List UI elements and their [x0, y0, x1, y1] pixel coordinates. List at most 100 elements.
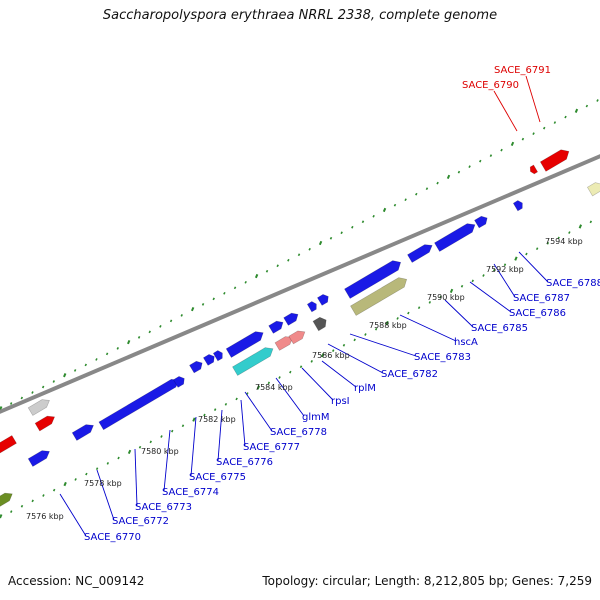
gene-labels: SACE_6770 SACE_6772 SACE_6773 SACE_6774 SACE… [84, 65, 600, 543]
gene-label: SACE_6783 [414, 352, 471, 363]
inner-track-tick [267, 381, 271, 385]
gene-arrow [512, 200, 523, 212]
outer-track-tick [457, 170, 461, 174]
inner-track-tick [568, 231, 571, 234]
outer-track-tick [329, 236, 333, 240]
leader-line [134, 448, 138, 507]
inner-track-tick [63, 481, 67, 487]
tick-label: 7590 kbp [427, 293, 465, 302]
inner-track-tick [74, 478, 77, 481]
gene-arrow [316, 294, 329, 306]
inner-track-tick [589, 220, 593, 224]
outer-track-tick [31, 391, 34, 394]
genome-summary-label: Topology: circular; Length: 8,212,805 bp… [262, 574, 592, 588]
gene-arrow [172, 376, 185, 388]
inner-track-tick [289, 370, 292, 374]
tick-label: 7580 kbp [141, 447, 179, 456]
outer-track-tick [137, 336, 141, 339]
inner-track-tick [364, 333, 367, 336]
outer-track-tick [351, 225, 354, 229]
inner-track-tick [428, 300, 432, 304]
outer-track-tick [510, 141, 515, 146]
inner-track-tick [224, 402, 228, 406]
outer-track-tick [543, 126, 546, 130]
outer-track-tick [564, 115, 567, 119]
gene-arrow [539, 149, 570, 172]
outer-track-tick [95, 358, 98, 361]
inner-track-tick [138, 445, 142, 449]
inner-track-tick [10, 510, 13, 513]
inner-track-tick [160, 435, 163, 438]
tick-label: 7578 kbp [84, 479, 122, 488]
leader-line [525, 75, 541, 123]
inner-track-tick [256, 385, 261, 390]
inner-track-tick [332, 349, 335, 352]
backbone-line [0, 154, 600, 414]
inner-track-tick [117, 456, 120, 460]
inner-track-tick [127, 449, 132, 454]
outer-track-tick [223, 291, 226, 295]
outer-track-tick [297, 253, 301, 257]
gene-arrow [27, 450, 50, 467]
outer-track-tick [148, 330, 151, 334]
gene-label-top: SACE_6790 [462, 80, 519, 91]
inner-track-tick [95, 467, 99, 471]
inner-track-tick [353, 338, 356, 342]
tick-label: 7584 kbp [255, 383, 293, 392]
inner-track-tick [52, 488, 56, 492]
gene-arrow [202, 354, 215, 366]
gene-arrow [27, 399, 50, 416]
inner-track-tick [235, 397, 238, 401]
gene-label: glmM [302, 412, 330, 423]
inner-track-tick [321, 353, 325, 358]
outer-track-tick [73, 369, 77, 372]
outer-track-tick [0, 406, 3, 411]
gene-arrow [189, 360, 203, 374]
outer-track-tick [372, 214, 375, 218]
gene-label-top: SACE_6791 [494, 65, 551, 76]
inner-track-tick [31, 499, 34, 503]
inner-track-tick [85, 472, 88, 476]
inner-track-tick [278, 376, 281, 379]
inner-track-tick [557, 236, 560, 240]
gene-label: SACE_6776 [216, 457, 273, 468]
inner-track-tick [396, 317, 399, 320]
inner-track-tick [514, 256, 518, 261]
tick-label: 7576 kbp [26, 512, 64, 521]
inner-track-tick [299, 365, 303, 369]
inner-track-tick [449, 288, 454, 293]
leader-line [469, 281, 512, 313]
gene-arrow [0, 492, 13, 507]
inner-track-tick [417, 306, 421, 310]
inner-track-tick [578, 224, 583, 229]
leader-line [96, 469, 115, 521]
gene-arrow [350, 277, 408, 316]
inner-track-tick [503, 263, 507, 267]
inner-track-tick [535, 247, 539, 251]
inner-track-tick [0, 514, 3, 519]
tick-label: 7582 kbp [198, 415, 236, 424]
outer-track-tick [41, 385, 45, 389]
tick-label: 7592 kbp [486, 265, 524, 274]
outer-track-tick [201, 302, 205, 306]
gene-label: hscA [454, 337, 478, 348]
outer-track-tick [361, 220, 365, 224]
tick-label: 7588 kbp [369, 321, 407, 330]
gene-arrow [232, 347, 274, 376]
leader-line [349, 333, 417, 357]
inner-tick-track [0, 220, 593, 519]
inner-track-tick [385, 320, 389, 326]
inner-track-tick [20, 504, 24, 508]
outer-track-tick [287, 258, 290, 262]
gene-arrow [34, 415, 56, 432]
outer-track-tick [308, 247, 311, 251]
inner-track-tick [342, 343, 346, 347]
gene-arrow [98, 378, 180, 431]
gene-arrow [434, 223, 476, 252]
gene-label: rpsI [331, 396, 350, 407]
gene-arrow [344, 260, 402, 299]
gene-arrow [312, 316, 327, 332]
gene-label: SACE_6785 [471, 323, 528, 334]
leader-line [244, 391, 273, 432]
